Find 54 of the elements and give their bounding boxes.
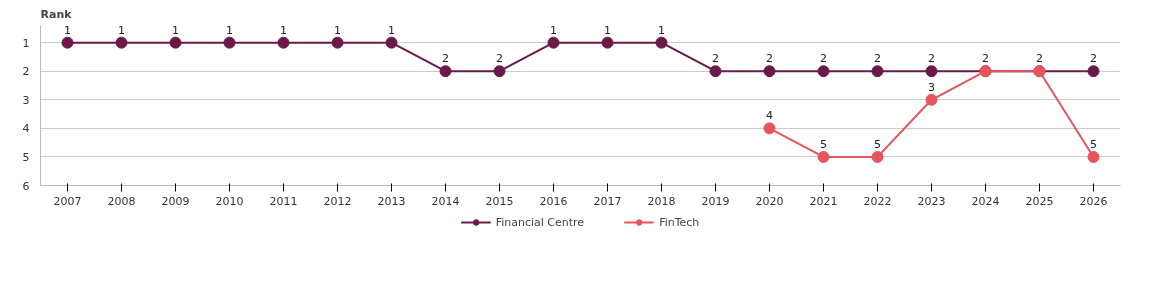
data-label: 2 [1090,52,1097,66]
x-tick-label: 2007 [53,194,82,208]
y-axis-title: Rank [40,7,73,21]
x-tick-label: 2025 [1025,194,1054,208]
data-label: 1 [118,23,125,37]
y-tick-label: 1 [22,36,30,50]
data-label: 1 [550,23,557,37]
data-label: 1 [388,23,395,37]
data-label: 1 [658,23,665,37]
data-label: 2 [766,52,773,66]
data-label: 2 [442,52,449,66]
x-tick-label: 2023 [917,194,946,208]
x-tick-label: 2009 [161,194,190,208]
data-label: 2 [820,52,827,66]
data-label: 2 [496,52,503,66]
y-tick-label: 5 [22,150,30,164]
x-tick-label: 2014 [431,194,460,208]
data-label: 2 [982,52,989,66]
x-tick-label: 2026 [1079,194,1108,208]
data-label: 2 [928,52,935,66]
x-tick-label: 2017 [593,194,622,208]
x-tick-label: 2013 [377,194,406,208]
y-tick-label: 4 [22,122,30,136]
x-tick-label: 2015 [485,194,514,208]
legend-label: Financial Centre [495,215,585,229]
x-tick-label: 2022 [863,194,892,208]
data-label: 2 [1036,52,1043,66]
legend-label: FinTech [659,215,700,229]
data-label: 3 [928,80,935,94]
data-label: 1 [64,23,71,37]
x-tick-label: 2011 [269,194,298,208]
data-label: 5 [1090,137,1097,151]
y-tick-label: 3 [22,93,30,107]
x-tick-label: 2024 [971,194,1000,208]
data-label: 5 [874,137,881,151]
data-label: 1 [172,23,179,37]
x-tick-label: 2019 [701,194,730,208]
data-label: 1 [226,23,233,37]
x-tick-label: 2010 [215,194,244,208]
x-tick-label: 2016 [539,194,568,208]
x-tick-label: 2018 [647,194,676,208]
data-label: 1 [280,23,287,37]
x-tick-label: 2021 [809,194,838,208]
y-tick-label: 6 [22,179,30,193]
x-tick-label: 2008 [107,194,136,208]
data-label: 1 [334,23,341,37]
data-label: 2 [874,52,881,66]
x-tick-label: 2020 [755,194,784,208]
data-label: 2 [712,52,719,66]
data-label: 5 [820,137,827,151]
data-label: 1 [604,23,611,37]
y-tick-label: 2 [22,65,30,79]
x-tick-label: 2012 [323,194,352,208]
data-label: 4 [766,109,773,123]
